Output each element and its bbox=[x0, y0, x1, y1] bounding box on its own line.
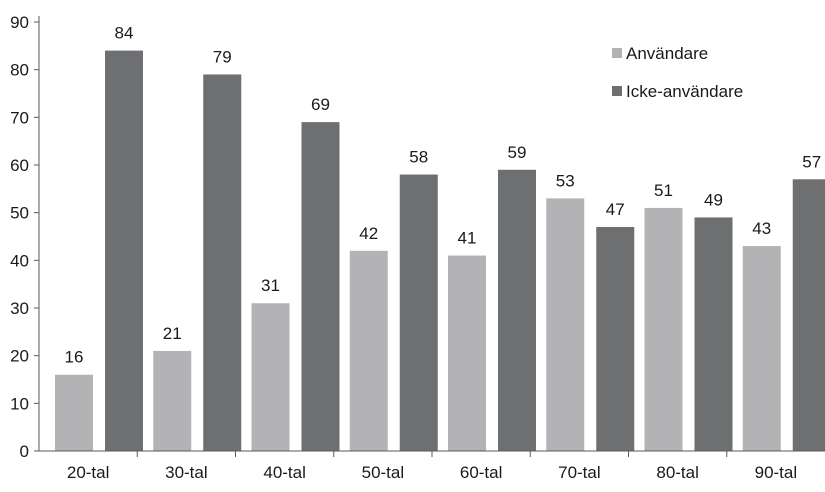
data-label-icke-anvandare-70-tal: 47 bbox=[606, 200, 625, 219]
data-label-anvandare-50-tal: 42 bbox=[359, 224, 378, 243]
y-tick-label: 30 bbox=[10, 299, 29, 318]
bar-anvandare-40-tal bbox=[251, 303, 290, 451]
bar-anvandare-20-tal bbox=[55, 374, 93, 451]
legend-label-icke-anvandare: Icke-användare bbox=[626, 82, 743, 101]
legend-label-anvandare: Användare bbox=[626, 44, 708, 63]
y-tick-label: 0 bbox=[20, 442, 29, 461]
data-label-icke-anvandare-80-tal: 49 bbox=[704, 190, 723, 209]
data-label-icke-anvandare-60-tal: 59 bbox=[508, 143, 527, 162]
legend-swatch-icke-anvandare bbox=[612, 86, 622, 96]
y-tick-label: 60 bbox=[10, 156, 29, 175]
bar-icke-anvandare-70-tal bbox=[596, 226, 635, 451]
y-tick-label: 40 bbox=[10, 251, 29, 270]
data-label-anvandare-60-tal: 41 bbox=[458, 229, 477, 248]
data-label-anvandare-40-tal: 31 bbox=[261, 276, 280, 295]
bar-icke-anvandare-60-tal bbox=[498, 169, 536, 451]
y-tick-label: 10 bbox=[10, 394, 29, 413]
bar-anvandare-90-tal bbox=[742, 246, 781, 451]
y-tick-label: 70 bbox=[10, 108, 29, 127]
data-label-icke-anvandare-50-tal: 58 bbox=[409, 148, 428, 167]
data-label-anvandare-20-tal: 16 bbox=[65, 348, 84, 367]
x-tick-label-50-tal: 50-tal bbox=[362, 463, 405, 482]
y-tick-label: 50 bbox=[10, 204, 29, 223]
x-tick-label-40-tal: 40-tal bbox=[263, 463, 306, 482]
y-tick-label: 80 bbox=[10, 61, 29, 80]
bar-anvandare-60-tal bbox=[448, 255, 486, 451]
x-tick-label-30-tal: 30-tal bbox=[165, 463, 208, 482]
data-label-icke-anvandare-40-tal: 69 bbox=[311, 95, 330, 114]
bar-anvandare-30-tal bbox=[153, 350, 192, 451]
bar-icke-anvandare-90-tal bbox=[792, 179, 825, 452]
data-label-icke-anvandare-90-tal: 57 bbox=[802, 152, 821, 171]
legend: Användare Icke-användare bbox=[612, 44, 743, 101]
data-label-icke-anvandare-30-tal: 79 bbox=[213, 47, 232, 66]
bar-icke-anvandare-40-tal bbox=[301, 122, 340, 451]
x-tick-label-80-tal: 80-tal bbox=[656, 463, 699, 482]
data-label-anvandare-90-tal: 43 bbox=[752, 219, 771, 238]
bar-icke-anvandare-20-tal bbox=[105, 50, 143, 451]
axes-layer: 0 10 20 30 40 50 60 70 80 90 20-tal 30-tal 40-tal 50-… bbox=[10, 13, 825, 482]
bars-layer bbox=[55, 50, 825, 452]
x-tick-label-70-tal: 70-tal bbox=[558, 463, 601, 482]
bar-anvandare-80-tal bbox=[644, 207, 683, 451]
bar-icke-anvandare-30-tal bbox=[203, 74, 242, 451]
x-tick-label-60-tal: 60-tal bbox=[460, 463, 503, 482]
bar-icke-anvandare-50-tal bbox=[399, 174, 438, 452]
data-labels-layer: 16 21 31 42 41 53 51 43 84 79 69 58 59 47 49 57 bbox=[65, 24, 822, 367]
bar-icke-anvandare-80-tal bbox=[694, 217, 733, 451]
data-label-anvandare-80-tal: 51 bbox=[654, 181, 673, 200]
data-label-anvandare-30-tal: 21 bbox=[163, 324, 182, 343]
bar-anvandare-50-tal bbox=[349, 250, 388, 451]
x-tick-label-20-tal: 20-tal bbox=[67, 463, 110, 482]
x-tick-label-90-tal: 90-tal bbox=[755, 463, 798, 482]
y-tick-label: 90 bbox=[10, 13, 29, 32]
y-tick-label: 20 bbox=[10, 347, 29, 366]
data-label-anvandare-70-tal: 53 bbox=[556, 171, 575, 190]
data-label-icke-anvandare-20-tal: 84 bbox=[115, 24, 134, 43]
legend-swatch-anvandare bbox=[612, 48, 622, 58]
bar-anvandare-70-tal bbox=[546, 198, 585, 451]
